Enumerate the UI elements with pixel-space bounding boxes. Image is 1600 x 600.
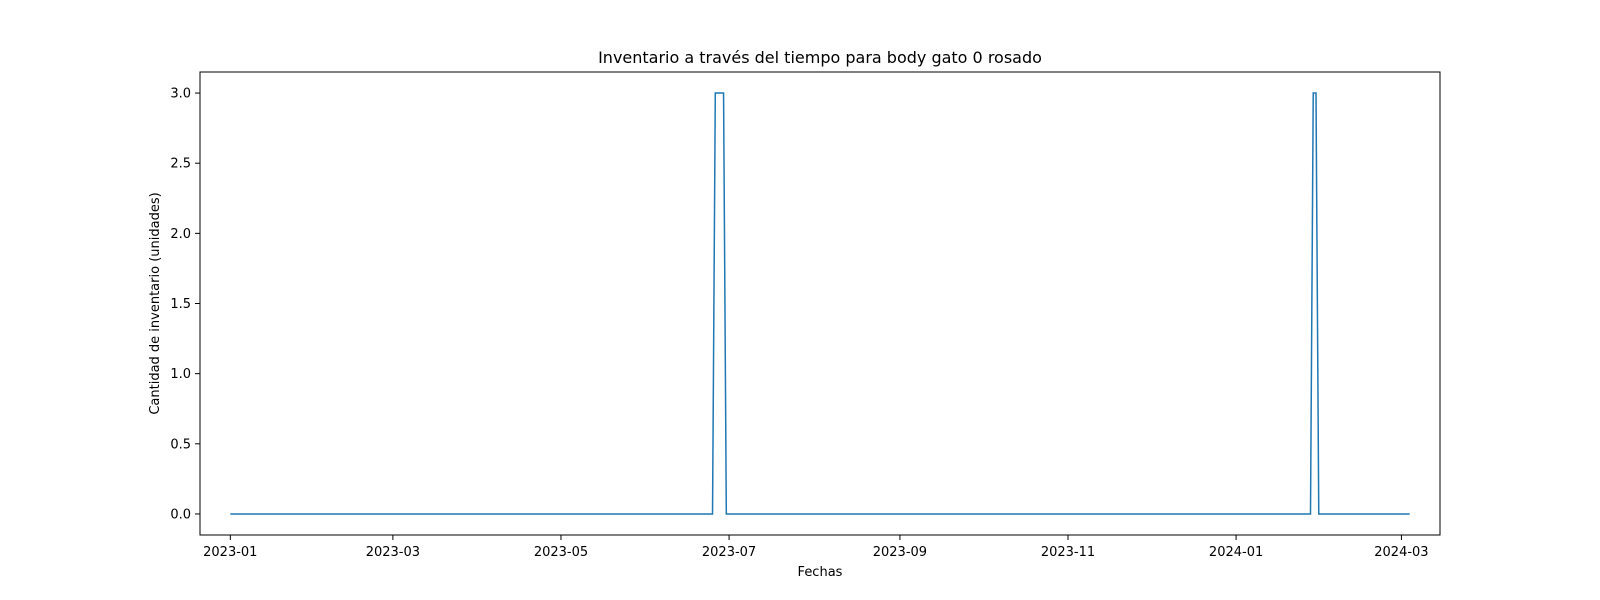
- x-tick-label: 2023-07: [702, 545, 756, 560]
- y-tick-label: 1.5: [170, 297, 191, 312]
- plot-area: [230, 92, 1410, 515]
- y-tick-label: 2.0: [170, 227, 191, 242]
- x-axis: 2023-01 2023-03 2023-05 2023-07 2023-09 2023-…: [203, 535, 1429, 560]
- y-tick-label: 2.5: [170, 157, 191, 172]
- x-tick-label: 2024-01: [1209, 545, 1263, 560]
- series-line-0: [230, 92, 1410, 515]
- x-tick-label: 2023-09: [873, 545, 927, 560]
- x-tick-label: 2023-11: [1041, 545, 1095, 560]
- plot-frame: [199, 71, 1441, 536]
- y-axis: 0.0 0.5 1.0 1.5 2.0 2.5 3.0: [170, 87, 200, 522]
- x-axis-title: Fechas: [798, 565, 843, 580]
- y-tick-label: 3.0: [170, 87, 191, 102]
- y-tick-label: 1.0: [170, 367, 191, 382]
- chart-title: Inventario a través del tiempo para body…: [598, 48, 1042, 67]
- x-tick-label: 2023-05: [534, 545, 588, 560]
- x-tick-label: 2023-01: [203, 545, 257, 560]
- y-axis-title: Cantidad de inventario (unidades): [148, 192, 163, 414]
- x-tick-label: 2023-03: [366, 545, 420, 560]
- x-tick-label: 2024-03: [1374, 545, 1428, 560]
- y-tick-label: 0.5: [170, 437, 191, 452]
- y-tick-label: 0.0: [170, 507, 191, 522]
